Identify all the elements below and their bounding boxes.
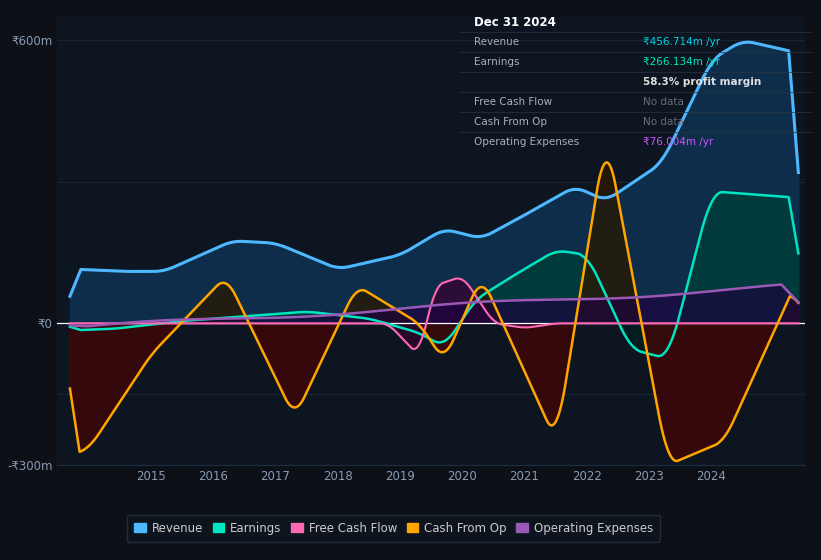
Text: Earnings: Earnings (474, 57, 520, 67)
Text: No data: No data (643, 117, 684, 127)
Text: ₹266.134m /yr: ₹266.134m /yr (643, 57, 720, 67)
Text: ₹76.004m /yr: ₹76.004m /yr (643, 137, 713, 147)
Text: Dec 31 2024: Dec 31 2024 (474, 16, 556, 29)
Text: Cash From Op: Cash From Op (474, 117, 547, 127)
Text: No data: No data (643, 97, 684, 107)
Text: Operating Expenses: Operating Expenses (474, 137, 580, 147)
Text: Revenue: Revenue (474, 37, 519, 47)
Legend: Revenue, Earnings, Free Cash Flow, Cash From Op, Operating Expenses: Revenue, Earnings, Free Cash Flow, Cash … (127, 515, 660, 542)
Text: ₹456.714m /yr: ₹456.714m /yr (643, 37, 720, 47)
Text: 58.3% profit margin: 58.3% profit margin (643, 77, 761, 87)
Text: Free Cash Flow: Free Cash Flow (474, 97, 553, 107)
